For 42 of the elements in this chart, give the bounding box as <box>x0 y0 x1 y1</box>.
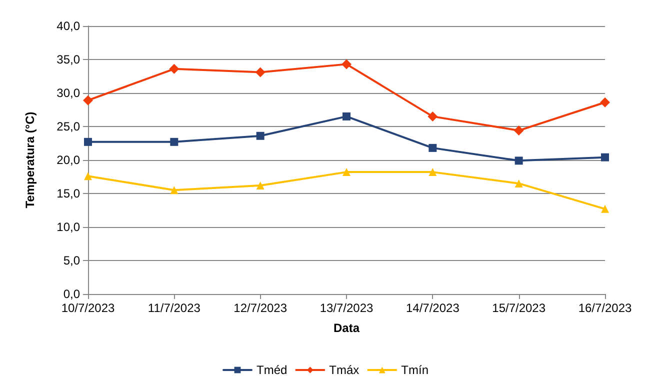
y-tick-label: 40,0 <box>56 19 80 33</box>
point <box>601 204 609 213</box>
point <box>601 153 609 162</box>
point <box>169 64 180 74</box>
x-tick-label: 13/7/2023 <box>320 301 374 315</box>
x-tick-label: 10/7/2023 <box>61 301 116 315</box>
point <box>256 181 264 190</box>
x-tick-label: 12/7/2023 <box>234 301 288 315</box>
point <box>84 138 92 146</box>
y-tick-label: 15,0 <box>56 186 80 200</box>
point <box>170 138 178 146</box>
legend-label: Tmáx <box>329 363 360 377</box>
point <box>84 172 92 180</box>
point <box>170 186 178 194</box>
point <box>428 168 437 176</box>
point <box>342 59 352 70</box>
point <box>255 67 266 78</box>
x-tick-label: 15/7/2023 <box>492 301 546 315</box>
point <box>514 179 523 188</box>
point <box>342 112 350 120</box>
point <box>514 126 524 136</box>
x-tick-label: 11/7/2023 <box>148 301 201 315</box>
y-tick-label: 30,0 <box>56 86 80 100</box>
y-tick-label: 25,0 <box>56 120 80 134</box>
x-tick-label: 16/7/2023 <box>578 301 632 315</box>
y-tick-label: 20,0 <box>56 153 80 167</box>
y-tick-label: 5,0 <box>63 254 80 268</box>
point <box>514 156 523 165</box>
x-tick-label: 14/7/2023 <box>406 301 460 315</box>
y-tick-label: 0,0 <box>63 287 80 301</box>
y-tick-label: 35,0 <box>56 52 80 66</box>
y-tick-label: 10,0 <box>56 220 80 234</box>
point <box>428 144 437 152</box>
point <box>83 95 93 106</box>
point <box>342 168 350 176</box>
legend-label: Tmín <box>401 363 429 377</box>
legend-label: Tméd <box>256 363 288 377</box>
x-axis-title: Data <box>333 321 360 335</box>
point <box>600 97 610 108</box>
y-axis-title: Temperatura (°C) <box>23 112 37 208</box>
point <box>428 111 438 122</box>
point <box>256 132 264 140</box>
